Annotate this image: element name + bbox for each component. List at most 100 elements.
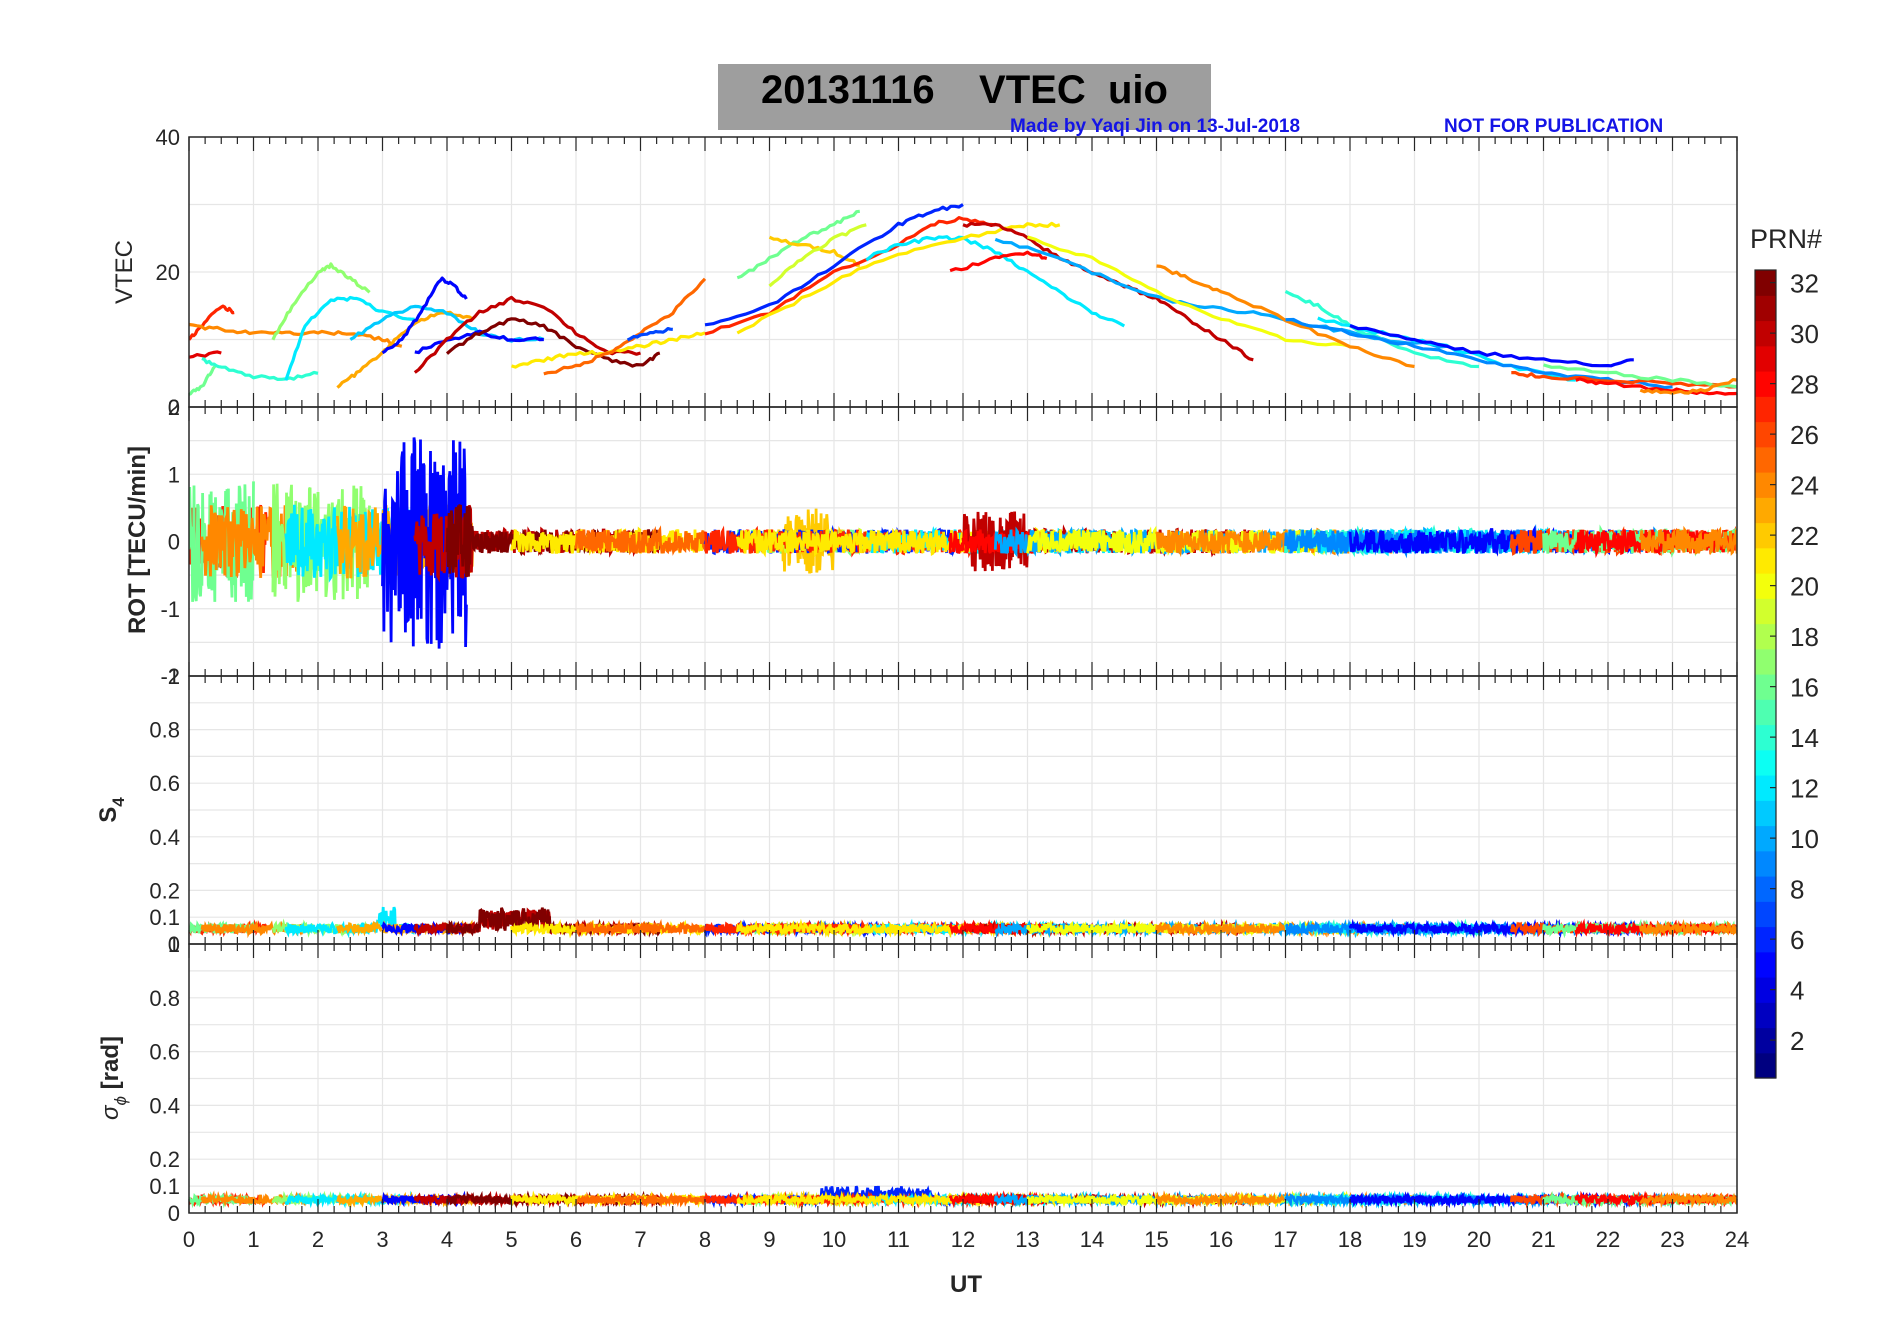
x-tick-label: 22 xyxy=(1596,1227,1620,1252)
colorbar-step xyxy=(1755,800,1776,827)
colorbar-tick-label: 4 xyxy=(1790,976,1804,1006)
colorbar-tick-label: 8 xyxy=(1790,875,1804,905)
colorbar-tick-label: 6 xyxy=(1790,925,1804,955)
colorbar-tick-label: 24 xyxy=(1790,471,1819,501)
s4-tick-label: 0.2 xyxy=(149,878,180,903)
vtec-line-prn-7 xyxy=(626,327,673,342)
sigma-tick-label: 0.2 xyxy=(149,1147,180,1172)
colorbar-tick-label: 10 xyxy=(1790,824,1819,854)
vtec-line-prn-28 xyxy=(949,250,1048,273)
x-tick-label: 12 xyxy=(951,1227,975,1252)
colorbar-tick-label: 32 xyxy=(1790,269,1819,299)
rot-axis-label: ROT [TECU/min] xyxy=(124,446,151,634)
sigma-axis-label: σϕ [rad] xyxy=(97,1036,130,1120)
vtec-tick-label: 20 xyxy=(156,260,180,285)
colorbar-step xyxy=(1755,648,1776,675)
panel-frames xyxy=(188,136,1738,1214)
vtec-line-prn-19 xyxy=(768,223,867,288)
x-tick-label: 11 xyxy=(887,1227,910,1252)
colorbar-step xyxy=(1755,876,1776,902)
sigma-tick-label: 0.8 xyxy=(149,986,180,1011)
colorbar-tick-label: 20 xyxy=(1790,572,1819,602)
rot-edge-label: 2 xyxy=(168,395,180,420)
vtec-line-prn-14 xyxy=(1284,289,1480,369)
colorbar-step xyxy=(1755,396,1776,423)
colorbar-frame xyxy=(1754,269,1777,1079)
x-tick-label: 10 xyxy=(822,1227,846,1252)
disclaimer-text: NOT FOR PUBLICATION xyxy=(1444,116,1664,137)
colorbar-tick-label: 28 xyxy=(1790,370,1819,400)
s4-tick-label: 0 xyxy=(168,932,180,957)
x-tick-label: 9 xyxy=(763,1227,775,1252)
vtec-line-prn-22 xyxy=(768,235,860,267)
title-box: 20131116 VTEC uio xyxy=(718,64,1211,130)
colorbar-step xyxy=(1755,446,1776,473)
colorbar-step xyxy=(1755,775,1776,801)
sigma-tick-label: 1 xyxy=(168,932,180,957)
colorbar-tick-label: 14 xyxy=(1790,723,1819,753)
vtec-line-prn-17 xyxy=(271,262,371,341)
vtec-line-prn-24 xyxy=(1639,378,1737,395)
vtec-line-prn-12 xyxy=(284,295,415,381)
colorbar-step xyxy=(1755,547,1776,574)
vtec-line-prn-20 xyxy=(1027,235,1351,348)
colorbar-title: PRN# xyxy=(1750,224,1822,254)
x-tick-label: 7 xyxy=(634,1227,646,1252)
rot-line-prn-5 xyxy=(381,437,468,649)
vtec-line-prn-6 xyxy=(704,203,964,327)
colorbar-tick-label: 16 xyxy=(1790,673,1819,703)
colorbar-step xyxy=(1755,901,1776,928)
colorbar-step xyxy=(1755,573,1776,599)
x-tick-label: 18 xyxy=(1338,1227,1362,1252)
colorbar-step xyxy=(1755,926,1776,953)
s4-line-prn-24 xyxy=(1638,919,1737,938)
colorbar-tick-label: 26 xyxy=(1790,420,1819,450)
vtec-line-prn-24 xyxy=(1156,264,1415,369)
colorbar-step xyxy=(1755,674,1776,700)
vtec-line-prn-25 xyxy=(543,277,707,376)
vtec-line-prn-26 xyxy=(1511,371,1737,389)
vtec-tick-label: 40 xyxy=(156,125,180,150)
s4-tick-label: 1 xyxy=(168,664,180,689)
x-tick-label: 23 xyxy=(1660,1227,1684,1252)
colorbar-step xyxy=(1755,598,1776,625)
colorbar-step xyxy=(1755,699,1776,726)
colorbar-step xyxy=(1755,421,1776,448)
colorbar-tick-label: 12 xyxy=(1790,774,1819,804)
sigma-tick-label: 0 xyxy=(168,1201,180,1226)
rot-line-prn-24 xyxy=(1638,525,1737,556)
colorbar-tick-label: 22 xyxy=(1790,521,1819,551)
rot-tick-label: 1 xyxy=(168,462,180,487)
rot-tick-label: 0 xyxy=(168,530,180,555)
colorbar-step xyxy=(1755,472,1776,498)
colorbar-step xyxy=(1755,749,1776,776)
sigma-tick-label: 0.1 xyxy=(149,1174,180,1199)
x-tick-label: 19 xyxy=(1402,1227,1426,1252)
vtec-line-prn-16 xyxy=(736,209,860,280)
sigma-tick-label: 0.4 xyxy=(149,1093,180,1118)
vtec-line-prn-5 xyxy=(381,276,468,355)
colorbar-step xyxy=(1755,1002,1776,1029)
vtec-line-prn-32 xyxy=(445,317,661,368)
vtec-line-prn-12 xyxy=(865,235,1126,328)
vtec-line-prn-29 xyxy=(189,350,222,359)
s4-line-prn-12 xyxy=(284,906,417,939)
colorbar-step xyxy=(1755,724,1776,751)
colorbar-step xyxy=(1755,1027,1776,1054)
colorbar-step xyxy=(1755,497,1776,524)
sigma-line-prn-24 xyxy=(1639,1191,1737,1209)
colorbar-step xyxy=(1755,977,1776,1003)
rot-line-prn-25 xyxy=(574,525,707,556)
vtec-line-prn-16 xyxy=(1543,363,1737,389)
sigma-line-prn-25 xyxy=(574,1191,707,1208)
colorbar-step xyxy=(1755,1052,1776,1079)
credit-text: Made by Yaqi Jin on 13-Jul-2018 xyxy=(1010,116,1301,137)
vtec-line-prn-30 xyxy=(413,295,641,374)
s4-tick-label: 0.8 xyxy=(149,718,180,743)
x-tick-label: 8 xyxy=(699,1227,711,1252)
colorbar-step xyxy=(1755,623,1776,650)
rot-edge-label: -2 xyxy=(160,664,180,689)
s4-line-prn-25 xyxy=(575,919,707,938)
x-tick-label: 24 xyxy=(1725,1227,1749,1252)
